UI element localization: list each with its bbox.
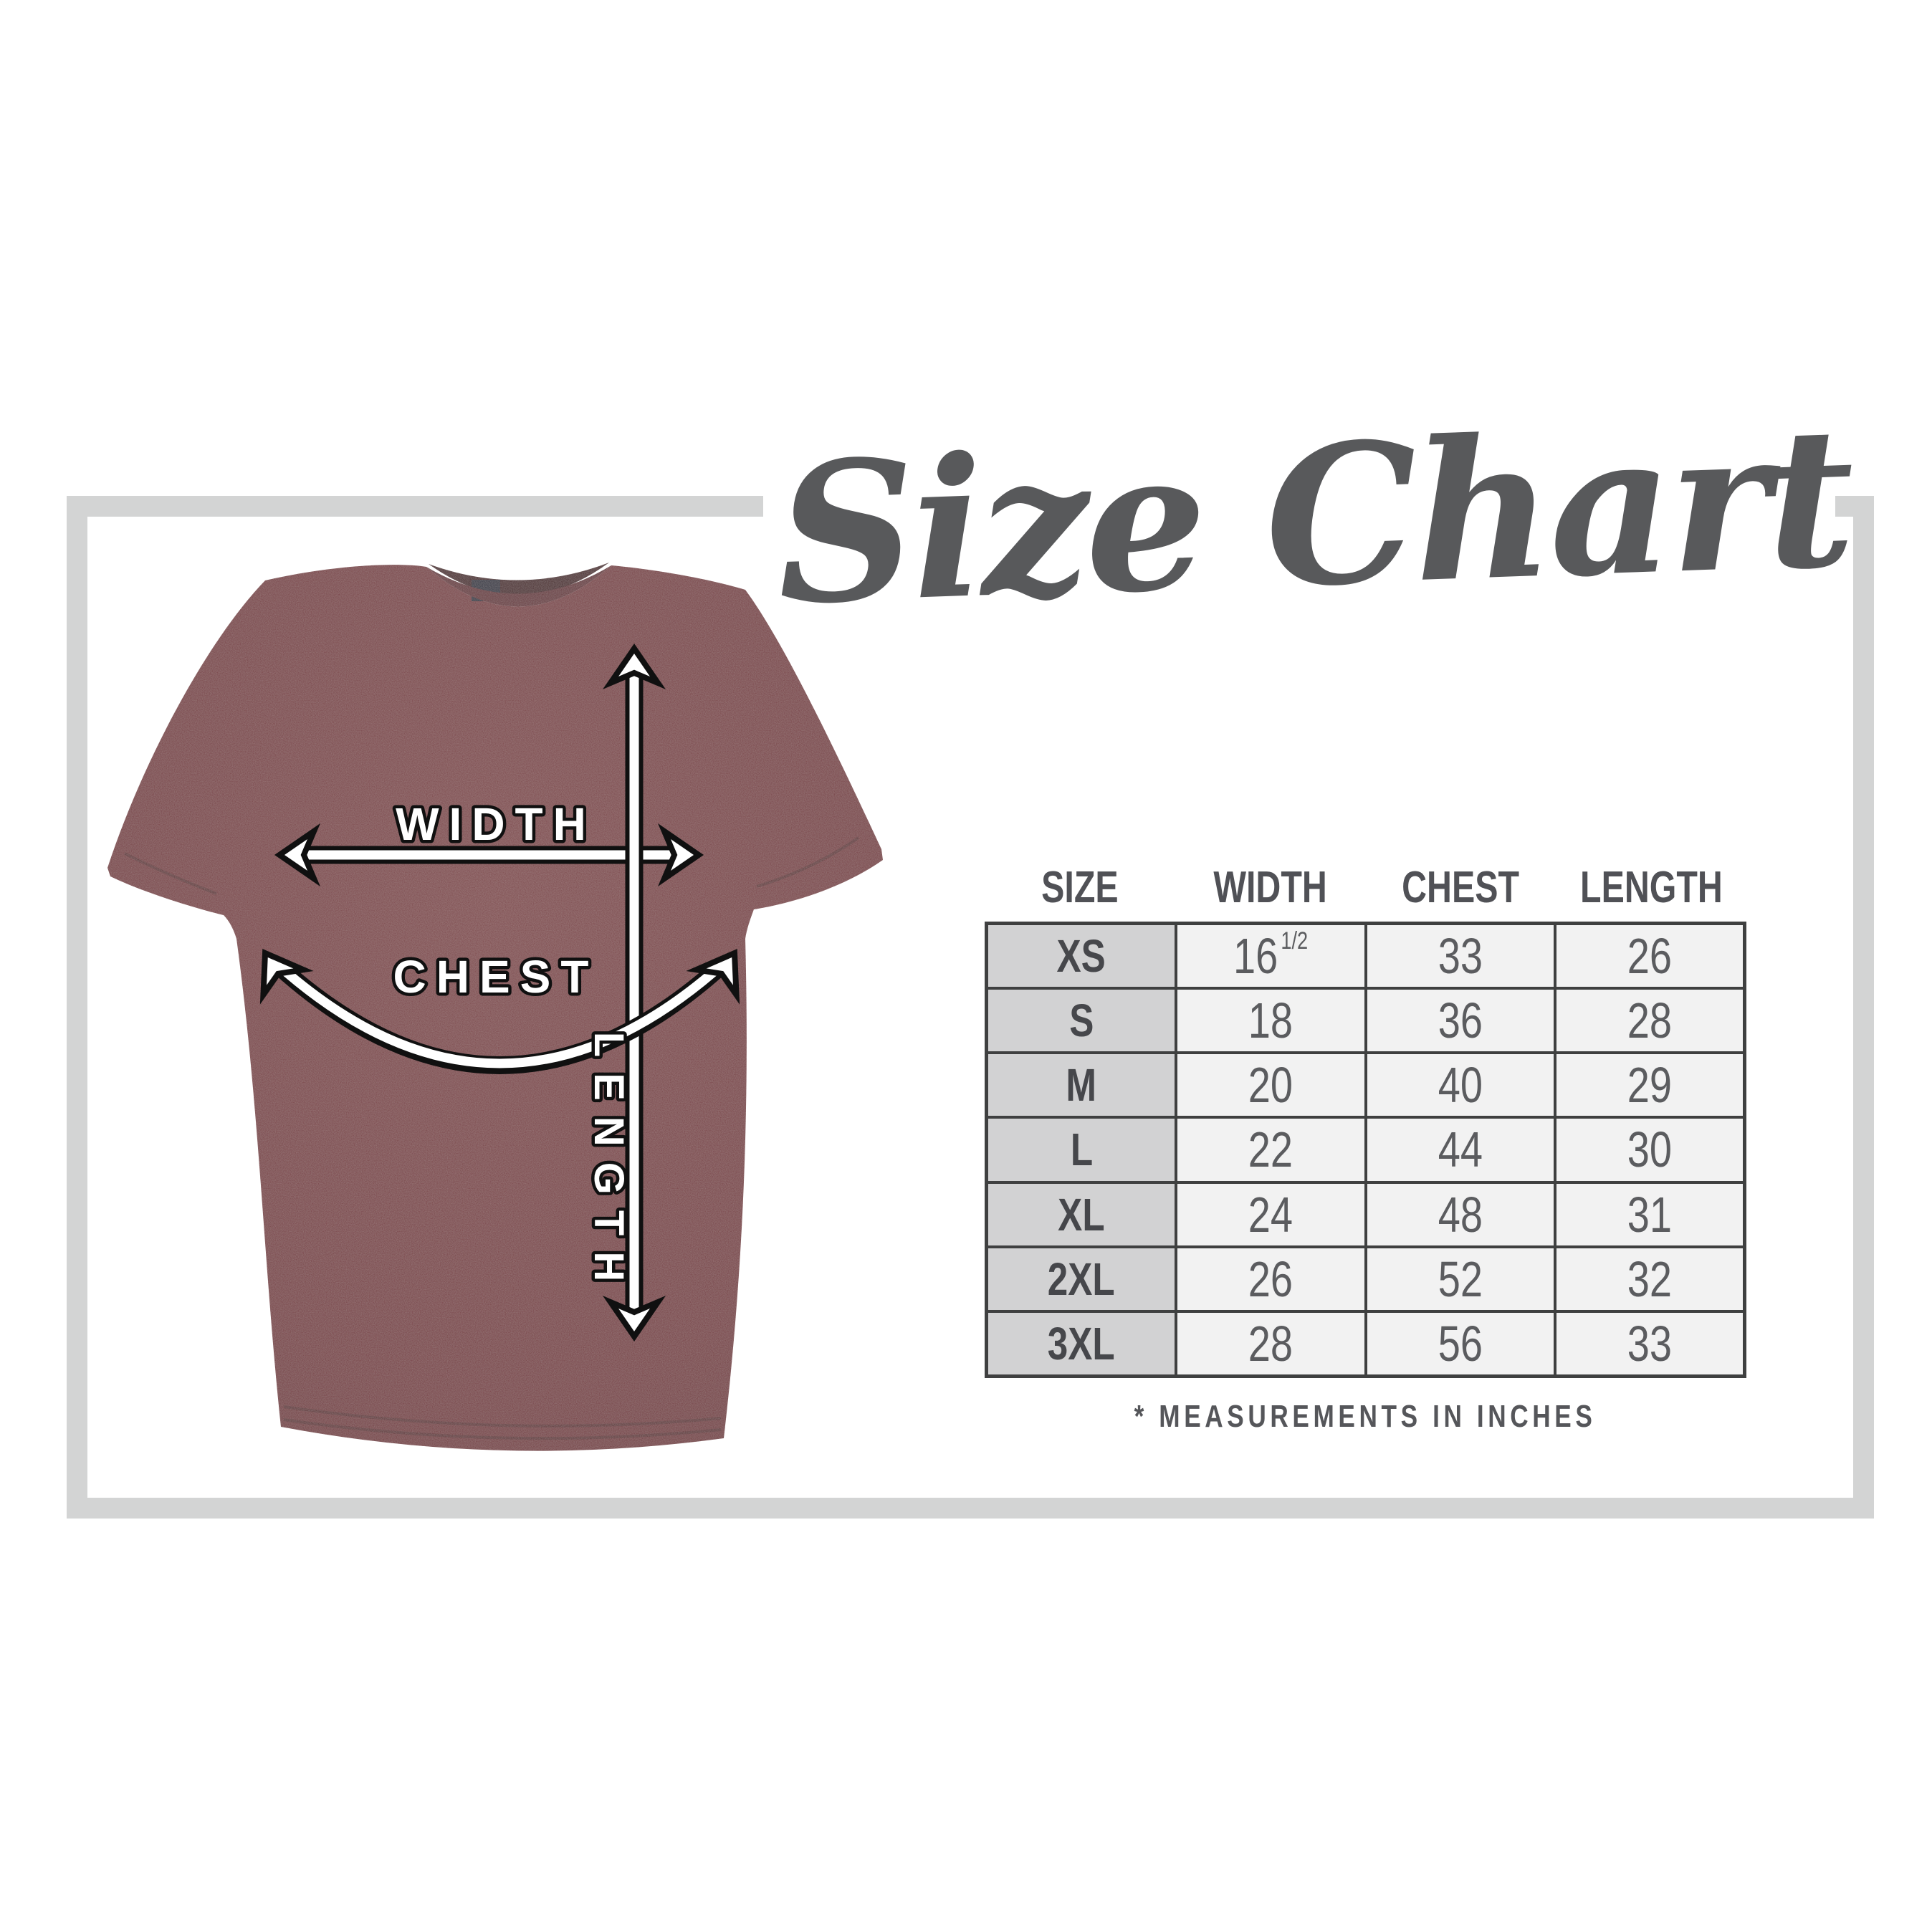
size-cell: 3XL xyxy=(988,1312,1175,1374)
tshirt-illustration xyxy=(107,563,883,1451)
header-chest: CHEST xyxy=(1402,863,1520,912)
chest-cell: 40 xyxy=(1367,1054,1554,1116)
chest-cell: 44 xyxy=(1367,1119,1554,1181)
width-cell: 16 1/2 xyxy=(1177,925,1364,987)
width-cell: 26 xyxy=(1177,1248,1364,1310)
length-cell: 32 xyxy=(1556,1248,1743,1310)
width-cell: 28 xyxy=(1177,1312,1364,1374)
length-cell: 30 xyxy=(1556,1119,1743,1181)
hem-seam-2 xyxy=(283,1418,722,1440)
size-cell: 2XL xyxy=(988,1248,1175,1310)
chest-label: CHEST xyxy=(393,951,599,1003)
header-length: LENGTH xyxy=(1579,863,1723,912)
size-cell: XS xyxy=(988,925,1175,987)
width-label: WIDTH xyxy=(396,798,596,850)
width-cell: 22 xyxy=(1177,1119,1364,1181)
width-cell: 20 xyxy=(1177,1054,1364,1116)
length-label: LENGTH xyxy=(585,1032,632,1297)
chest-arrow xyxy=(245,941,755,1074)
chest-cell: 52 xyxy=(1367,1248,1554,1310)
width-arrow xyxy=(279,831,699,879)
hem-seam xyxy=(283,1405,722,1428)
right-cuff-seam xyxy=(756,836,860,888)
length-cell: 33 xyxy=(1556,1312,1743,1374)
width-cell: 18 xyxy=(1177,990,1364,1052)
length-cell: 31 xyxy=(1556,1183,1743,1245)
chest-cell: 48 xyxy=(1367,1183,1554,1245)
chest-cell: 36 xyxy=(1367,990,1554,1052)
chest-cell: 56 xyxy=(1367,1312,1554,1374)
size-cell: XL xyxy=(988,1183,1175,1245)
table-header-row: SIZE WIDTH CHEST LENGTH xyxy=(985,850,1746,916)
chest-cell: 33 xyxy=(1367,925,1554,987)
length-arrow xyxy=(611,649,658,1336)
tshirt-body xyxy=(107,565,883,1451)
length-cell: 29 xyxy=(1556,1054,1743,1116)
width-cell: 24 xyxy=(1177,1183,1364,1245)
collar-band xyxy=(426,565,611,607)
size-cell: M xyxy=(988,1054,1175,1116)
tshirt-diagram: WIDTH CHEST LENGTH xyxy=(107,563,883,1451)
size-table: XS 16 1/2 33 26 S 18 36 28 M 20 40 29 L 2… xyxy=(985,922,1746,1378)
frame-title-mask xyxy=(763,490,1835,523)
page-title: Size Chart xyxy=(773,384,1855,648)
size-cell: S xyxy=(988,990,1175,1052)
measurements-footnote: * MEASUREMENTS IN INCHES xyxy=(1134,1399,1597,1434)
header-size: SIZE xyxy=(1041,863,1119,912)
header-width: WIDTH xyxy=(1213,863,1327,912)
length-cell: 28 xyxy=(1556,990,1743,1052)
length-cell: 26 xyxy=(1556,925,1743,987)
left-cuff-seam xyxy=(124,852,217,895)
size-cell: L xyxy=(988,1119,1175,1181)
